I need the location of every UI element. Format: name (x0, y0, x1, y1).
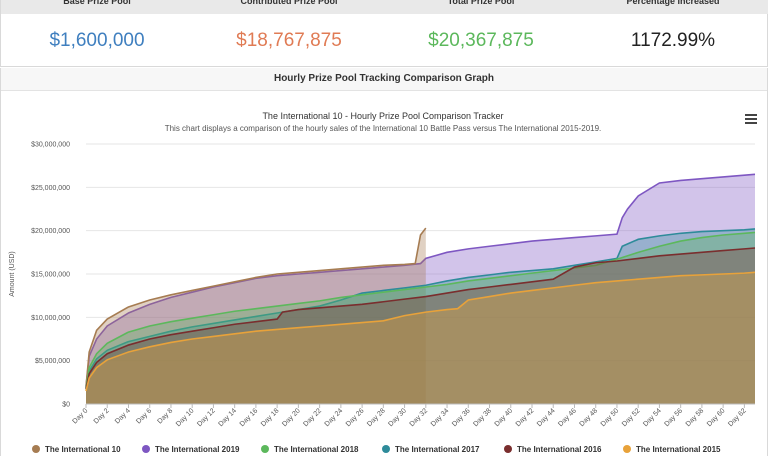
chart-subtitle: This chart displays a comparison of the … (165, 124, 602, 133)
x-tick-label: Day 38 (472, 407, 493, 428)
legend-marker (261, 445, 269, 453)
x-tick-label: Day 54 (642, 407, 663, 428)
stat-base-prize-pool: Base Prize Pool $1,600,000 (1, 0, 193, 66)
x-tick-label: Day 12 (196, 407, 217, 428)
legend-item[interactable]: The International 2017 (382, 445, 480, 454)
x-tick-label: Day 32 (409, 407, 430, 428)
x-tick-label: Day 50 (600, 407, 621, 428)
legend-marker (382, 445, 390, 453)
y-tick-label: $15,000,000 (31, 272, 70, 279)
legend-label: The International 2015 (636, 445, 721, 454)
series-line[interactable] (85, 227, 427, 387)
legend-item[interactable]: The International 2018 (261, 445, 359, 454)
series-area (86, 272, 755, 404)
stat-total-prize-pool: Total Prize Pool $20,367,875 (385, 0, 577, 66)
y-tick-label: $5,000,000 (35, 358, 70, 365)
stat-percentage-increased: Percentage Increased 1172.99% (577, 0, 768, 66)
stat-label: Contributed Prize Pool (193, 0, 385, 14)
x-tick-label: Day 0 (72, 407, 90, 425)
series-line[interactable] (85, 231, 756, 389)
legend-marker (623, 445, 631, 453)
legend-marker (142, 445, 150, 453)
stat-value: $1,600,000 (49, 30, 145, 51)
x-tick-label: Day 2 (93, 407, 111, 425)
x-tick-label: Day 56 (663, 407, 684, 428)
y-tick-label: $10,000,000 (31, 315, 70, 322)
x-tick-label: Day 28 (366, 407, 387, 428)
series-area (86, 248, 755, 404)
prize-pool-stats: Base Prize Pool $1,600,000 Contributed P… (0, 0, 768, 67)
x-tick-label: Day 36 (451, 407, 472, 428)
y-tick-label: $20,000,000 (31, 228, 70, 235)
x-tick-label: Day 26 (345, 407, 366, 428)
x-tick-label: Day 58 (685, 407, 706, 428)
series-line[interactable] (85, 228, 756, 389)
series-area (86, 232, 755, 404)
legend-label: The International 2017 (395, 445, 480, 454)
chart-title: The International 10 - Hourly Prize Pool… (262, 111, 503, 121)
prize-pool-chart: The International 10 - Hourly Prize Pool… (9, 111, 756, 454)
legend-item[interactable]: The International 2015 (623, 445, 721, 454)
y-tick-label: $30,000,000 (31, 142, 70, 149)
x-tick-label: Day 30 (387, 407, 408, 428)
legend-label: The International 2019 (155, 445, 240, 454)
x-tick-label: Day 62 (727, 407, 748, 428)
section-title: Hourly Prize Pool Tracking Comparison Gr… (1, 68, 767, 91)
stat-label: Base Prize Pool (1, 0, 193, 14)
series-area (86, 174, 755, 404)
x-tick-label: Day 16 (239, 407, 260, 428)
legend-label: The International 2016 (517, 445, 602, 454)
hamburger-menu-icon[interactable] (745, 114, 757, 124)
stat-label: Percentage Increased (577, 0, 768, 14)
x-tick-label: Day 18 (260, 407, 281, 428)
series-line[interactable] (85, 173, 756, 387)
x-tick-label: Day 4 (114, 407, 132, 425)
x-tick-label: Day 20 (281, 407, 302, 428)
stat-value: 1172.99% (630, 30, 716, 51)
x-tick-label: Day 60 (706, 407, 727, 428)
legend-item[interactable]: The International 10 (32, 445, 121, 454)
x-tick-label: Day 52 (621, 407, 642, 428)
stat-value: $18,767,875 (236, 30, 342, 51)
y-tick-label: $0 (62, 402, 70, 409)
legend-marker (32, 445, 40, 453)
y-axis-title: Amount (USD) (9, 251, 16, 297)
y-tick-label: $25,000,000 (31, 185, 70, 192)
x-tick-label: Day 10 (175, 407, 196, 428)
x-tick-label: Day 14 (217, 407, 238, 428)
legend-marker (504, 445, 512, 453)
stat-value: $20,367,875 (428, 30, 534, 51)
stat-label: Total Prize Pool (385, 0, 577, 14)
legend-label: The International 2018 (274, 445, 359, 454)
x-tick-label: Day 22 (302, 407, 323, 428)
series-line[interactable] (85, 247, 756, 390)
stat-contributed-prize-pool: Contributed Prize Pool $18,767,875 (193, 0, 385, 66)
x-tick-label: Day 34 (430, 407, 451, 428)
x-tick-label: Day 44 (536, 407, 557, 428)
legend-label: The International 10 (45, 445, 121, 454)
x-tick-label: Day 6 (135, 407, 153, 425)
series-area (86, 228, 755, 404)
x-tick-label: Day 40 (494, 407, 515, 428)
graph-section: Hourly Prize Pool Tracking Comparison Gr… (0, 68, 768, 456)
x-tick-label: Day 8 (156, 407, 174, 425)
legend-item[interactable]: The International 2019 (142, 445, 240, 454)
x-tick-label: Day 46 (557, 407, 578, 428)
legend-item[interactable]: The International 2016 (504, 445, 602, 454)
x-tick-label: Day 24 (324, 407, 345, 428)
x-tick-label: Day 48 (578, 407, 599, 428)
series-line[interactable] (85, 271, 756, 392)
x-tick-label: Day 42 (515, 407, 536, 428)
